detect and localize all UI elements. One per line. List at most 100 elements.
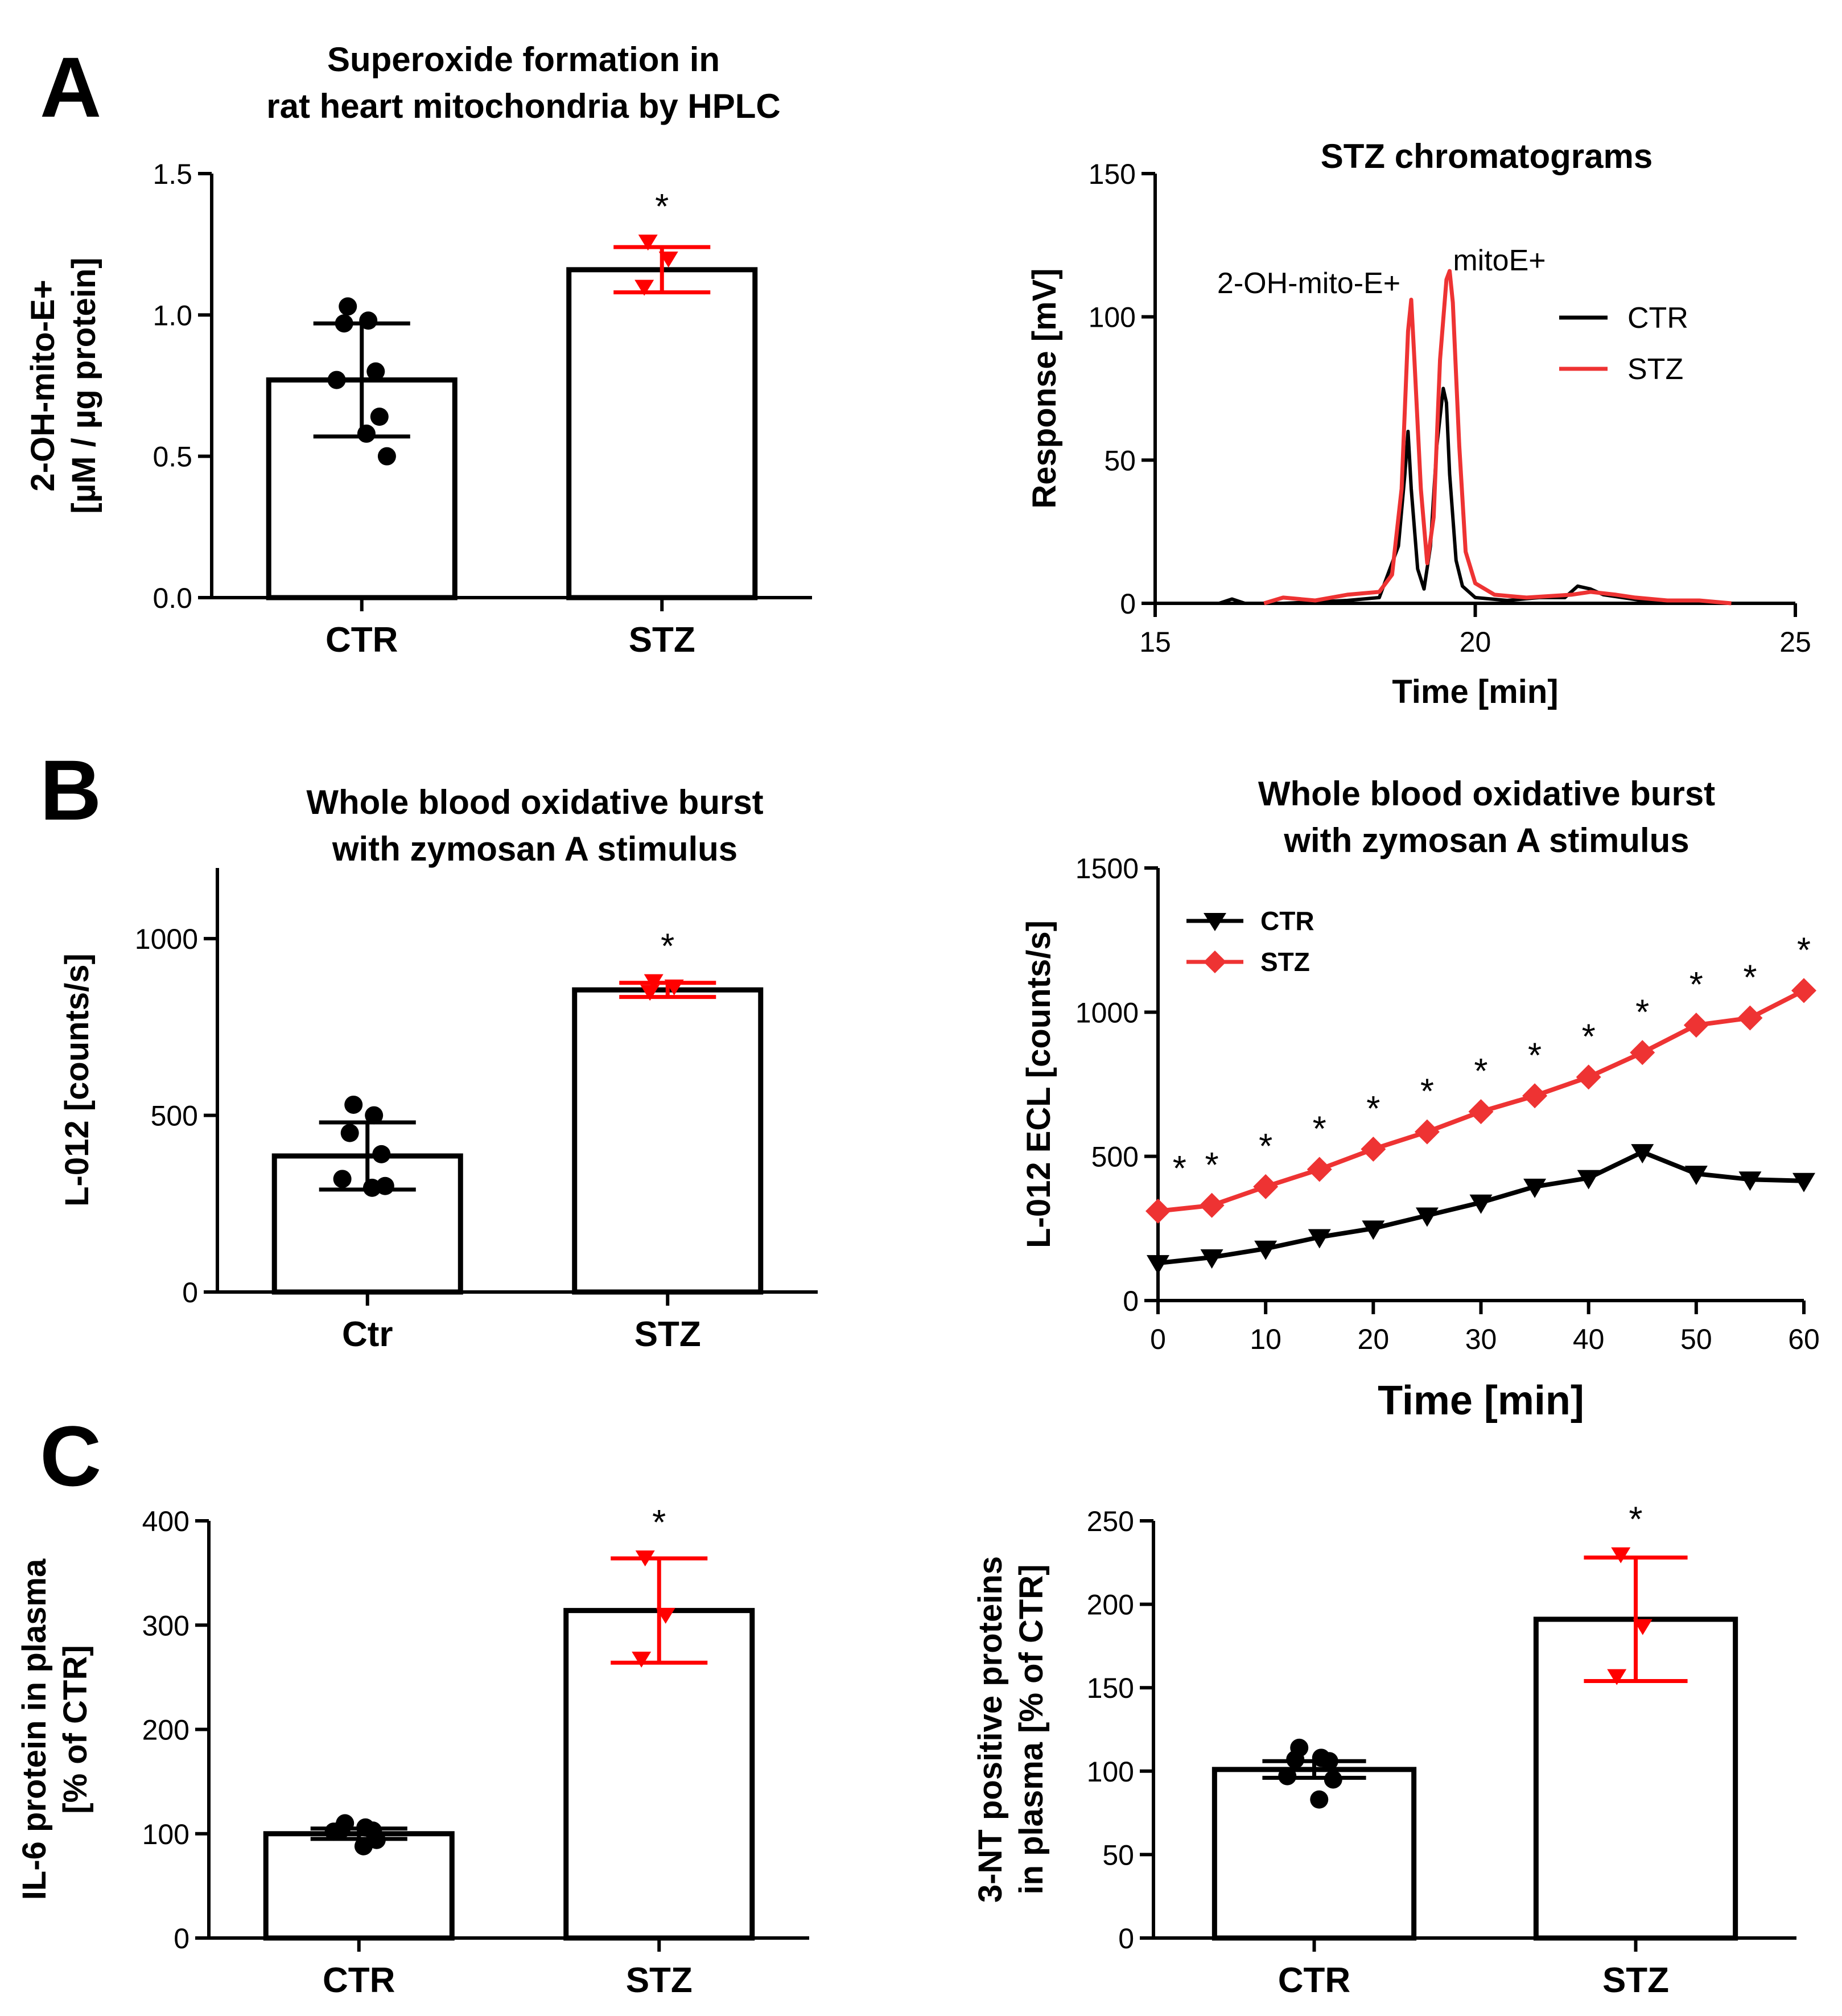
- y-tick-label: 0: [1123, 1285, 1139, 1317]
- chart-B-right: Whole blood oxidative burst with zymosan …: [1020, 775, 1820, 1423]
- data-point: [1611, 1547, 1631, 1564]
- significance-star: *: [1173, 1149, 1186, 1188]
- data-point: [1324, 1770, 1342, 1789]
- data-point: [1200, 1249, 1223, 1269]
- y-axis-label: [µM / µg protein]: [65, 257, 102, 513]
- significance-star: *: [1366, 1089, 1380, 1129]
- data-point: [1791, 978, 1816, 1003]
- series-line-ctr: [1155, 386, 1795, 605]
- chart-C-left: IL-6 protein in plasma [% of CTR] 0 100 200 3…: [16, 1503, 809, 2000]
- y-tick-label: 250: [1087, 1505, 1134, 1537]
- y-tick-label: 1.5: [153, 158, 192, 190]
- y-tick-label: 1000: [135, 923, 198, 955]
- y-tick-label: 200: [1087, 1589, 1134, 1621]
- data-point: [327, 371, 346, 389]
- significance-star: *: [1629, 1500, 1642, 1540]
- x-category-label: STZ: [634, 1315, 701, 1354]
- y-tick-label: 1.0: [153, 299, 192, 331]
- x-tick-label: 40: [1573, 1323, 1605, 1355]
- bar-stz: [572, 987, 764, 1295]
- y-tick-label: 0.0: [153, 582, 192, 614]
- data-point: [1607, 1669, 1627, 1685]
- significance-star: *: [1743, 958, 1757, 997]
- panel-label-C: C: [40, 1408, 101, 1504]
- chart-title: rat heart mitochondria by HPLC: [266, 87, 780, 125]
- y-tick-label: 300: [142, 1610, 189, 1641]
- data-point: [1278, 1767, 1297, 1785]
- data-point: [1633, 1619, 1653, 1635]
- chart-title: with zymosan A stimulus: [1283, 821, 1689, 859]
- significance-star: *: [1528, 1036, 1542, 1075]
- x-category-label: CTR: [325, 620, 398, 660]
- significance-star: *: [1635, 993, 1649, 1032]
- y-axis-label: 3-NT positive proteins: [972, 1556, 1009, 1903]
- x-category-label: CTR: [323, 1961, 395, 2000]
- data-point: [340, 1124, 359, 1142]
- data-point: [333, 1170, 352, 1188]
- significance-star: *: [1689, 965, 1703, 1005]
- data-point: [664, 979, 684, 995]
- legend-marker: [1204, 951, 1226, 973]
- x-tick-label: 15: [1139, 626, 1171, 658]
- significance-star: *: [652, 1503, 666, 1542]
- data-point: [1576, 1064, 1601, 1090]
- y-tick-label: 100: [142, 1818, 189, 1850]
- significance-star: *: [1797, 931, 1811, 970]
- data-point: [359, 311, 378, 330]
- data-point: [638, 234, 658, 251]
- y-axis-label: Response [mV]: [1026, 268, 1063, 508]
- legend-marker: [1204, 913, 1226, 931]
- data-point: [1320, 1752, 1338, 1771]
- data-point: [370, 408, 389, 426]
- x-category-label: STZ: [626, 1961, 693, 2000]
- x-tick-label: 25: [1779, 626, 1811, 658]
- y-tick-label: 50: [1104, 445, 1136, 476]
- y-tick-label: 100: [1087, 1756, 1134, 1788]
- chart-A-left: Superoxide formation in rat heart mitocho…: [24, 40, 812, 660]
- data-point: [372, 1145, 391, 1163]
- y-axis-label: L-012 [counts/s]: [59, 953, 96, 1207]
- x-tick-label: 0: [1150, 1323, 1166, 1355]
- y-tick-label: 0.5: [153, 441, 192, 473]
- y-tick-label: 1000: [1075, 997, 1139, 1028]
- data-point: [1469, 1194, 1493, 1214]
- data-point: [1307, 1157, 1332, 1182]
- data-point: [365, 1106, 384, 1125]
- x-axis-label: Time [min]: [1378, 1378, 1584, 1423]
- significance-star: *: [661, 927, 674, 966]
- y-tick-label: 0: [182, 1277, 198, 1309]
- legend-label: CTR: [1627, 302, 1688, 335]
- legend-label: CTR: [1260, 906, 1314, 936]
- x-tick-label: 60: [1788, 1323, 1820, 1355]
- x-category-label: Ctr: [342, 1315, 393, 1354]
- x-tick-label: 30: [1465, 1323, 1497, 1355]
- y-axis-label: 2-OH-mito-E+: [24, 279, 61, 491]
- chart-C-right: 3-NT positive proteins in plasma [% of CT…: [972, 1500, 1796, 2000]
- y-tick-label: 200: [142, 1714, 189, 1746]
- chart-title: STZ chromatograms: [1321, 137, 1653, 175]
- chart-title: with zymosan A stimulus: [332, 830, 737, 868]
- y-tick-label: 0: [1118, 1923, 1134, 1955]
- data-point: [1253, 1174, 1279, 1199]
- data-point: [656, 1607, 675, 1624]
- data-point: [354, 1837, 373, 1855]
- data-point: [1738, 1171, 1762, 1191]
- data-point: [1684, 1166, 1708, 1186]
- significance-star: *: [1313, 1109, 1326, 1149]
- data-point: [644, 974, 664, 990]
- data-point: [366, 362, 385, 381]
- y-tick-label: 400: [142, 1505, 189, 1537]
- y-tick-label: 150: [1089, 158, 1136, 190]
- data-point: [339, 297, 357, 316]
- data-point: [1254, 1240, 1278, 1260]
- chart-title: Whole blood oxidative burst: [1258, 775, 1715, 813]
- x-tick-label: 20: [1460, 626, 1491, 658]
- bar-stz: [563, 1608, 755, 1941]
- data-point: [362, 1178, 381, 1197]
- data-point: [634, 279, 654, 296]
- data-point: [1362, 1220, 1385, 1240]
- data-point: [1308, 1229, 1331, 1249]
- bar-stz: [566, 267, 758, 600]
- data-point: [1523, 1178, 1547, 1198]
